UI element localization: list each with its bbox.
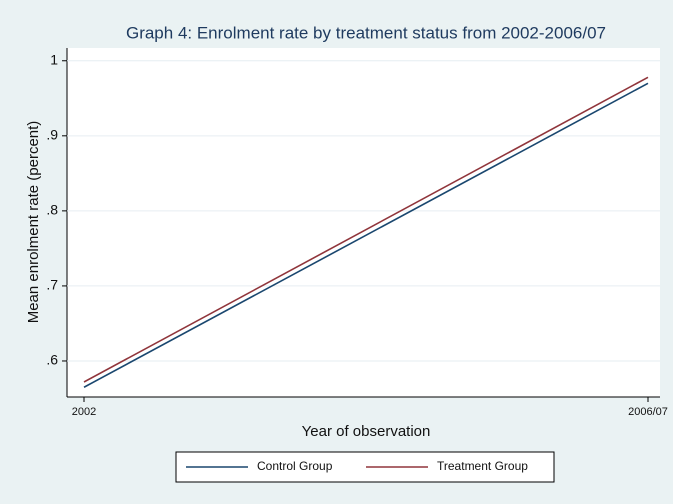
data-line	[83, 76, 649, 383]
x-axis-title: Year of observation	[302, 423, 431, 440]
x-tick-label: 2002	[72, 406, 96, 418]
data-line	[83, 82, 649, 388]
y-tick-label: .6	[46, 352, 58, 368]
x-tick-label: 2006/07	[628, 406, 668, 418]
legend-label: Control Group	[257, 459, 333, 473]
y-axis-title: Mean enrolment rate (percent)	[25, 121, 42, 324]
legend-label: Treatment Group	[437, 459, 528, 473]
y-tick-label: 1	[50, 51, 58, 67]
y-tick-label: .8	[46, 202, 58, 218]
plot-area	[67, 48, 660, 397]
y-tick-label: .9	[46, 127, 58, 143]
y-tick-label: .7	[46, 277, 58, 293]
chart-title: Graph 4: Enrolment rate by treatment sta…	[126, 23, 606, 42]
